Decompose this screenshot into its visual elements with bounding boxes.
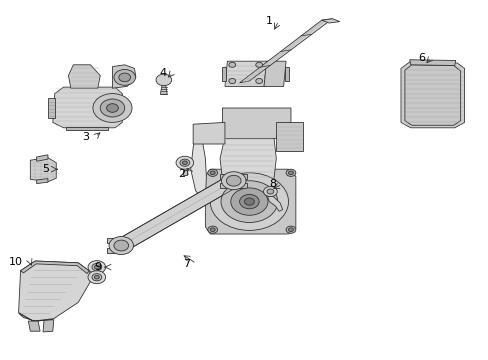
Polygon shape [276,122,303,151]
Circle shape [100,99,124,117]
Polygon shape [205,169,295,234]
Circle shape [94,265,99,269]
Polygon shape [116,176,239,251]
Polygon shape [284,67,288,81]
Circle shape [88,261,105,274]
Text: 1: 1 [265,16,272,26]
Polygon shape [220,183,247,188]
Circle shape [119,73,130,82]
Polygon shape [112,65,136,88]
Polygon shape [20,261,89,274]
Text: 4: 4 [159,68,166,78]
Circle shape [207,169,217,176]
Text: 2: 2 [177,168,184,179]
Circle shape [221,181,277,222]
Polygon shape [264,61,285,86]
Text: 7: 7 [183,258,190,269]
Polygon shape [222,67,225,81]
Polygon shape [409,60,455,66]
Circle shape [226,175,241,186]
Circle shape [114,240,128,251]
Polygon shape [193,122,224,144]
Polygon shape [190,133,206,202]
Polygon shape [37,179,48,184]
Polygon shape [106,238,123,243]
Circle shape [239,194,259,209]
Circle shape [92,274,102,281]
Polygon shape [43,320,54,332]
Circle shape [88,271,105,284]
Text: 3: 3 [82,132,89,142]
Circle shape [106,104,118,112]
Polygon shape [404,65,460,125]
Circle shape [288,171,293,175]
Polygon shape [224,61,266,86]
Circle shape [285,226,295,233]
Circle shape [266,189,273,194]
Text: 10: 10 [8,257,22,267]
Polygon shape [28,321,40,331]
Circle shape [180,159,189,166]
Circle shape [221,172,245,190]
Text: 8: 8 [268,179,276,189]
Circle shape [114,69,135,85]
Circle shape [210,171,215,175]
Polygon shape [160,86,167,94]
Polygon shape [183,170,186,175]
Polygon shape [267,197,282,211]
Polygon shape [220,174,247,179]
Circle shape [285,169,295,176]
Circle shape [207,226,217,233]
Polygon shape [106,248,123,253]
Text: 5: 5 [42,164,49,174]
Polygon shape [19,261,90,321]
Circle shape [288,228,293,231]
Circle shape [230,188,267,215]
Circle shape [244,198,254,205]
Polygon shape [321,19,339,23]
Circle shape [255,78,262,84]
Circle shape [210,228,215,231]
Circle shape [109,237,133,255]
Circle shape [228,78,235,84]
Polygon shape [37,155,48,161]
Polygon shape [239,19,332,83]
Circle shape [182,161,187,165]
Polygon shape [222,108,290,139]
Circle shape [94,275,99,279]
Circle shape [210,173,288,230]
Circle shape [92,264,102,271]
Polygon shape [48,98,55,118]
Polygon shape [30,158,56,182]
Circle shape [263,186,277,197]
Polygon shape [53,87,122,128]
Circle shape [255,62,262,67]
Circle shape [228,62,235,67]
Polygon shape [220,137,276,180]
Polygon shape [400,61,464,128]
Circle shape [93,94,132,122]
Circle shape [156,74,171,86]
Text: 9: 9 [94,262,102,272]
Polygon shape [19,313,53,321]
Polygon shape [66,127,107,130]
Text: 6: 6 [418,53,425,63]
Polygon shape [68,65,100,88]
Circle shape [176,156,193,169]
